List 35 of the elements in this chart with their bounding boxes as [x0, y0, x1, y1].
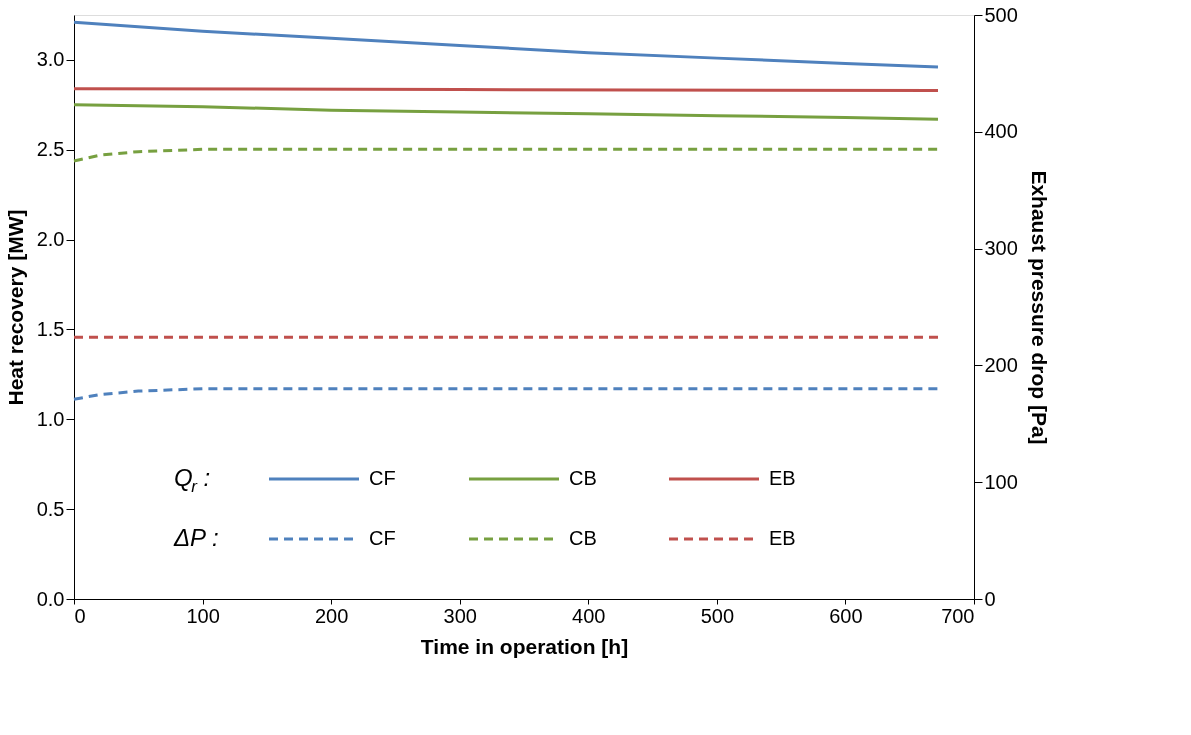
- y-tick-label: 1.0: [36, 407, 65, 430]
- legend-label: CF: [369, 467, 396, 489]
- y-tick-label: 0.5: [36, 497, 65, 520]
- line-series: [72, 20, 940, 69]
- x-tick-label: 600: [829, 604, 863, 627]
- y2-tick-label: 200: [984, 353, 1018, 376]
- y2-tick-label: 0: [984, 587, 996, 610]
- y-tick-label: 1.5: [36, 317, 65, 340]
- y2-tick-label: 300: [984, 237, 1018, 260]
- y-tick-label: 2.5: [36, 138, 65, 161]
- y2-axis-title: Exhaust pressure drop [Pa]: [1027, 170, 1051, 445]
- y-tick-label: 2.0: [36, 228, 65, 251]
- x-tick-label: 300: [443, 604, 477, 627]
- line-series: [72, 387, 940, 401]
- legend-label: EB: [769, 527, 796, 549]
- legend-label: EB: [769, 467, 796, 489]
- x-tick-label: 500: [700, 604, 735, 627]
- x-tick-label: 200: [314, 604, 349, 627]
- legend-label: CF: [369, 527, 396, 549]
- y2-tick-label: 500: [984, 3, 1018, 26]
- x-tick-label: 700: [941, 604, 975, 627]
- x-axis-title: Time in operation [h]: [420, 634, 629, 658]
- y2-tick-label: 400: [984, 120, 1018, 143]
- x-tick-label: 0: [74, 604, 86, 627]
- y2-tick-label: 100: [984, 470, 1018, 493]
- y-tick-label: 0.0: [36, 587, 65, 610]
- x-tick-label: 100: [186, 604, 220, 627]
- annotation: ΔP :: [173, 524, 219, 551]
- y-axis-title: Heat recovery [MW]: [3, 209, 27, 406]
- y-tick-label: 3.0: [36, 48, 65, 71]
- legend-label: CB: [569, 527, 597, 549]
- line-series: [72, 103, 940, 121]
- legend-label: CB: [569, 467, 597, 489]
- line-series: [72, 147, 940, 163]
- x-tick-label: 400: [572, 604, 606, 627]
